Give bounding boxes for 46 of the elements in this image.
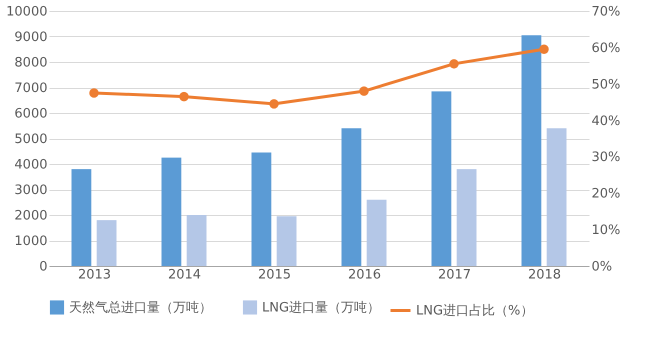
bar [276,216,296,266]
bar [252,152,272,266]
bar [96,220,116,266]
y-tick-label: 5000 [14,132,48,147]
y-tick-label: 10000 [6,4,48,20]
y-tick-label: 3000 [14,183,48,198]
y-tick-label: 4000 [14,158,48,172]
x-tick-label: 2013 [78,268,112,282]
x-tick-label: 2018 [528,268,562,282]
bar [546,128,566,266]
y2-tick-label: 70% [592,4,620,20]
y-tick-label: 8000 [14,56,48,70]
x-tick-label: 2016 [348,268,382,282]
y-tick-label: 9000 [14,30,48,45]
legend-label: LNG进口量（万吨） [262,300,380,316]
point [269,99,279,109]
point [89,88,99,98]
point [539,44,549,54]
y2-tick-label: 40% [592,114,620,129]
point [449,59,459,69]
y-tick-label: 0 [39,260,48,274]
y2-tick-label: 60% [592,40,620,56]
bar [522,35,542,266]
bar [366,200,386,266]
point [359,86,369,96]
bar [162,158,182,266]
x-tick-label: 2017 [438,268,472,282]
x-tick-label: 2014 [168,268,202,282]
bar [456,169,476,266]
y2-tick-label: 0% [592,260,612,274]
y-tick-label: 1000 [14,234,48,249]
y-tick-label: 2000 [14,208,48,224]
bar [432,91,452,266]
x-tick-label: 2015 [258,268,292,282]
point [179,92,189,102]
y-tick-label: 7000 [14,81,48,96]
bar [342,128,362,266]
y-tick-label: 6000 [14,106,48,122]
y2-tick-label: 30% [592,150,620,166]
legend-label: 天然气总进口量（万吨） [69,300,212,316]
bar [72,169,92,266]
legend-label: LNG进口占比（%） [416,304,534,318]
bar [186,215,206,266]
y2-tick-label: 20% [592,186,620,202]
y2-tick-label: 50% [592,77,620,92]
y2-tick-label: 10% [592,223,620,238]
